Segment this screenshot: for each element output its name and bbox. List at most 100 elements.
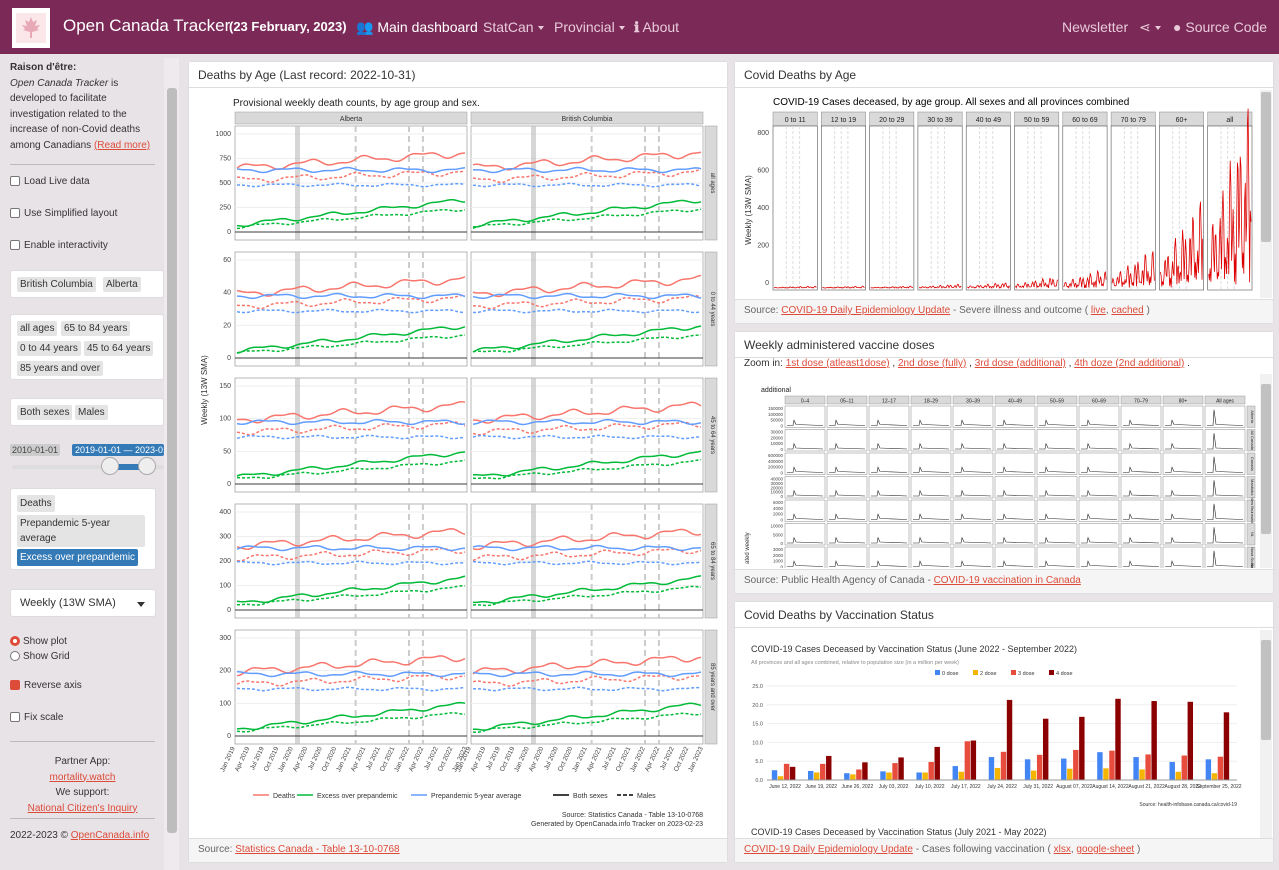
navbar: Open Canada Tracker (23 February, 2023) … bbox=[0, 0, 1279, 54]
tag-age[interactable]: 0 to 44 years bbox=[17, 341, 81, 356]
zoom-dose2-link[interactable]: 2nd dose (fully) bbox=[897, 358, 967, 369]
facet-row-label: All Canada bbox=[1250, 430, 1255, 450]
y-tick-label: 600 bbox=[757, 168, 769, 175]
vaccination-link[interactable]: COVID-19 vaccination in Canada bbox=[933, 575, 1081, 586]
series-line bbox=[913, 442, 950, 450]
x-tick-label: August 28, 2022 bbox=[1165, 784, 1202, 790]
raison-title: Raison d'être: bbox=[10, 62, 77, 73]
series-line bbox=[472, 182, 702, 188]
copyright-text: 2022-2023 © bbox=[10, 830, 68, 841]
zoom-dose1-link[interactable]: 1st dose (atleast1dose) bbox=[785, 358, 890, 369]
nav-main-dashboard[interactable]: 👥 Main dashboard bbox=[356, 19, 478, 36]
measure-select[interactable]: Deaths Prepandemic 5-year average Excess… bbox=[10, 488, 156, 570]
epi-update-link[interactable]: COVID-19 Daily Epidemiology Update bbox=[744, 844, 913, 855]
facet-panel bbox=[1120, 523, 1162, 546]
bar bbox=[1109, 750, 1115, 780]
tag-measure[interactable]: Prepandemic 5-year average bbox=[17, 515, 145, 547]
series-line bbox=[472, 151, 702, 171]
legend-label: Males bbox=[637, 793, 656, 800]
facet-row-label: Alberta bbox=[1250, 410, 1255, 423]
covid-plot-scrollbar[interactable] bbox=[1260, 90, 1272, 298]
xlsx-link[interactable]: xlsx bbox=[1053, 844, 1071, 855]
plot-caption: Source: Statistics Canada - Table 13-10-… bbox=[562, 812, 703, 819]
y-tick-label: 5.0 bbox=[755, 759, 763, 765]
load-live-checkbox[interactable]: Load Live data bbox=[10, 176, 90, 187]
province-select[interactable]: British Columbia Alberta bbox=[10, 270, 164, 298]
series-line bbox=[1081, 513, 1118, 520]
show-grid-radio[interactable]: Show Grid bbox=[10, 651, 70, 662]
bar bbox=[1205, 759, 1212, 780]
tag-age[interactable]: 65 to 84 years bbox=[61, 321, 131, 336]
show-plot-radio[interactable]: Show plot bbox=[10, 636, 67, 647]
tag-sex[interactable]: Males bbox=[75, 405, 108, 420]
tag-age[interactable]: all ages bbox=[17, 321, 58, 336]
zoom-dose3-link[interactable]: 3rd dose (additional) bbox=[974, 358, 1066, 369]
maple-leaf-logo[interactable] bbox=[12, 8, 50, 48]
tag-age[interactable]: 85 years and over bbox=[17, 361, 104, 376]
interactivity-checkbox[interactable]: Enable interactivity bbox=[10, 240, 108, 251]
statcan-source-link[interactable]: Statistics Canada - Table 13-10-0768 bbox=[235, 844, 400, 855]
nav-provincial[interactable]: Provincial bbox=[554, 19, 625, 35]
simplified-layout-checkbox[interactable]: Use Simplified layout bbox=[10, 208, 117, 219]
facet-label: 40–49 bbox=[1008, 399, 1022, 405]
read-more-link[interactable]: (Read more) bbox=[93, 139, 151, 151]
y-tick-label: 250 bbox=[219, 205, 231, 212]
series-line bbox=[472, 458, 702, 480]
fix-scale-checkbox[interactable]: Fix scale bbox=[10, 712, 63, 723]
live-link[interactable]: live bbox=[1090, 305, 1106, 316]
slider-handle-end[interactable] bbox=[138, 457, 156, 475]
facet-panel bbox=[1078, 429, 1120, 452]
facet-panel bbox=[1162, 499, 1204, 522]
checkbox-icon bbox=[10, 208, 20, 219]
epi-update-link[interactable]: COVID-19 Daily Epidemiology Update bbox=[781, 305, 951, 316]
slider-handle-start[interactable] bbox=[101, 457, 119, 475]
bar bbox=[771, 770, 778, 780]
tag-age[interactable]: 45 to 64 years bbox=[84, 341, 154, 356]
series-line bbox=[236, 560, 466, 566]
nav-source-code[interactable]: ● Source Code bbox=[1173, 19, 1267, 35]
tag-sex[interactable]: Both sexes bbox=[17, 405, 73, 420]
sidebar-scroll-thumb[interactable] bbox=[167, 88, 177, 833]
facet-panel bbox=[952, 452, 994, 475]
series-line bbox=[829, 513, 866, 520]
nav-statcan[interactable]: StatCan bbox=[483, 19, 544, 35]
series-line bbox=[829, 466, 866, 473]
status-plot-scrollbar[interactable] bbox=[1260, 630, 1272, 840]
tag-measure-selected[interactable]: Excess over prepandemic bbox=[17, 549, 139, 566]
vaccine-plot-scrollbar[interactable] bbox=[1260, 374, 1272, 568]
tag-measure[interactable]: Deaths bbox=[17, 495, 55, 512]
scroll-thumb[interactable] bbox=[1261, 640, 1271, 740]
tag-british-columbia[interactable]: British Columbia bbox=[17, 277, 96, 292]
scroll-thumb[interactable] bbox=[1261, 384, 1271, 534]
partner-link[interactable]: mortality.watch bbox=[49, 771, 116, 783]
reverse-axis-checkbox[interactable]: Reverse axis bbox=[10, 680, 82, 691]
facet-panel bbox=[1036, 476, 1078, 499]
sex-select[interactable]: Both sexes Males bbox=[10, 398, 164, 426]
legend-label: 4 dose bbox=[1056, 671, 1073, 677]
brand-title[interactable]: Open Canada Tracker bbox=[63, 16, 231, 35]
nav-about[interactable]: ℹ About bbox=[634, 19, 679, 36]
cached-link[interactable]: cached bbox=[1111, 305, 1144, 316]
series-line bbox=[236, 421, 466, 436]
x-tick-label: August 14, 2022 bbox=[1092, 784, 1129, 790]
copyright-link[interactable]: OpenCanada.info bbox=[70, 830, 150, 841]
nav-newsletter[interactable]: Newsletter bbox=[1062, 19, 1129, 35]
support-link[interactable]: National Citizen's Inquiry bbox=[27, 802, 138, 814]
age-select[interactable]: all ages 65 to 84 years 0 to 44 years 45… bbox=[10, 314, 164, 380]
date-slider-track[interactable] bbox=[12, 465, 164, 469]
pandemic-band bbox=[531, 252, 536, 366]
nav-share[interactable]: ⋖ bbox=[1139, 19, 1161, 36]
facet-label: 50–59 bbox=[1050, 399, 1064, 405]
series-line bbox=[236, 528, 466, 550]
tag-alberta[interactable]: Alberta bbox=[103, 277, 141, 292]
facet-label: 70 to 79 bbox=[1121, 117, 1146, 124]
scroll-thumb[interactable] bbox=[1261, 92, 1271, 242]
pandemic-band bbox=[295, 252, 300, 366]
series-line bbox=[913, 489, 950, 497]
zoom-dose4-link[interactable]: 4th doze (2nd additional) bbox=[1074, 358, 1185, 369]
smoothing-dropdown[interactable]: Weekly (13W SMA) bbox=[10, 589, 156, 617]
facet-label: 60+ bbox=[1176, 117, 1188, 124]
footer-label: Source: bbox=[198, 844, 233, 855]
gsheet-link[interactable]: google-sheet bbox=[1076, 844, 1135, 855]
series-line bbox=[473, 401, 702, 424]
